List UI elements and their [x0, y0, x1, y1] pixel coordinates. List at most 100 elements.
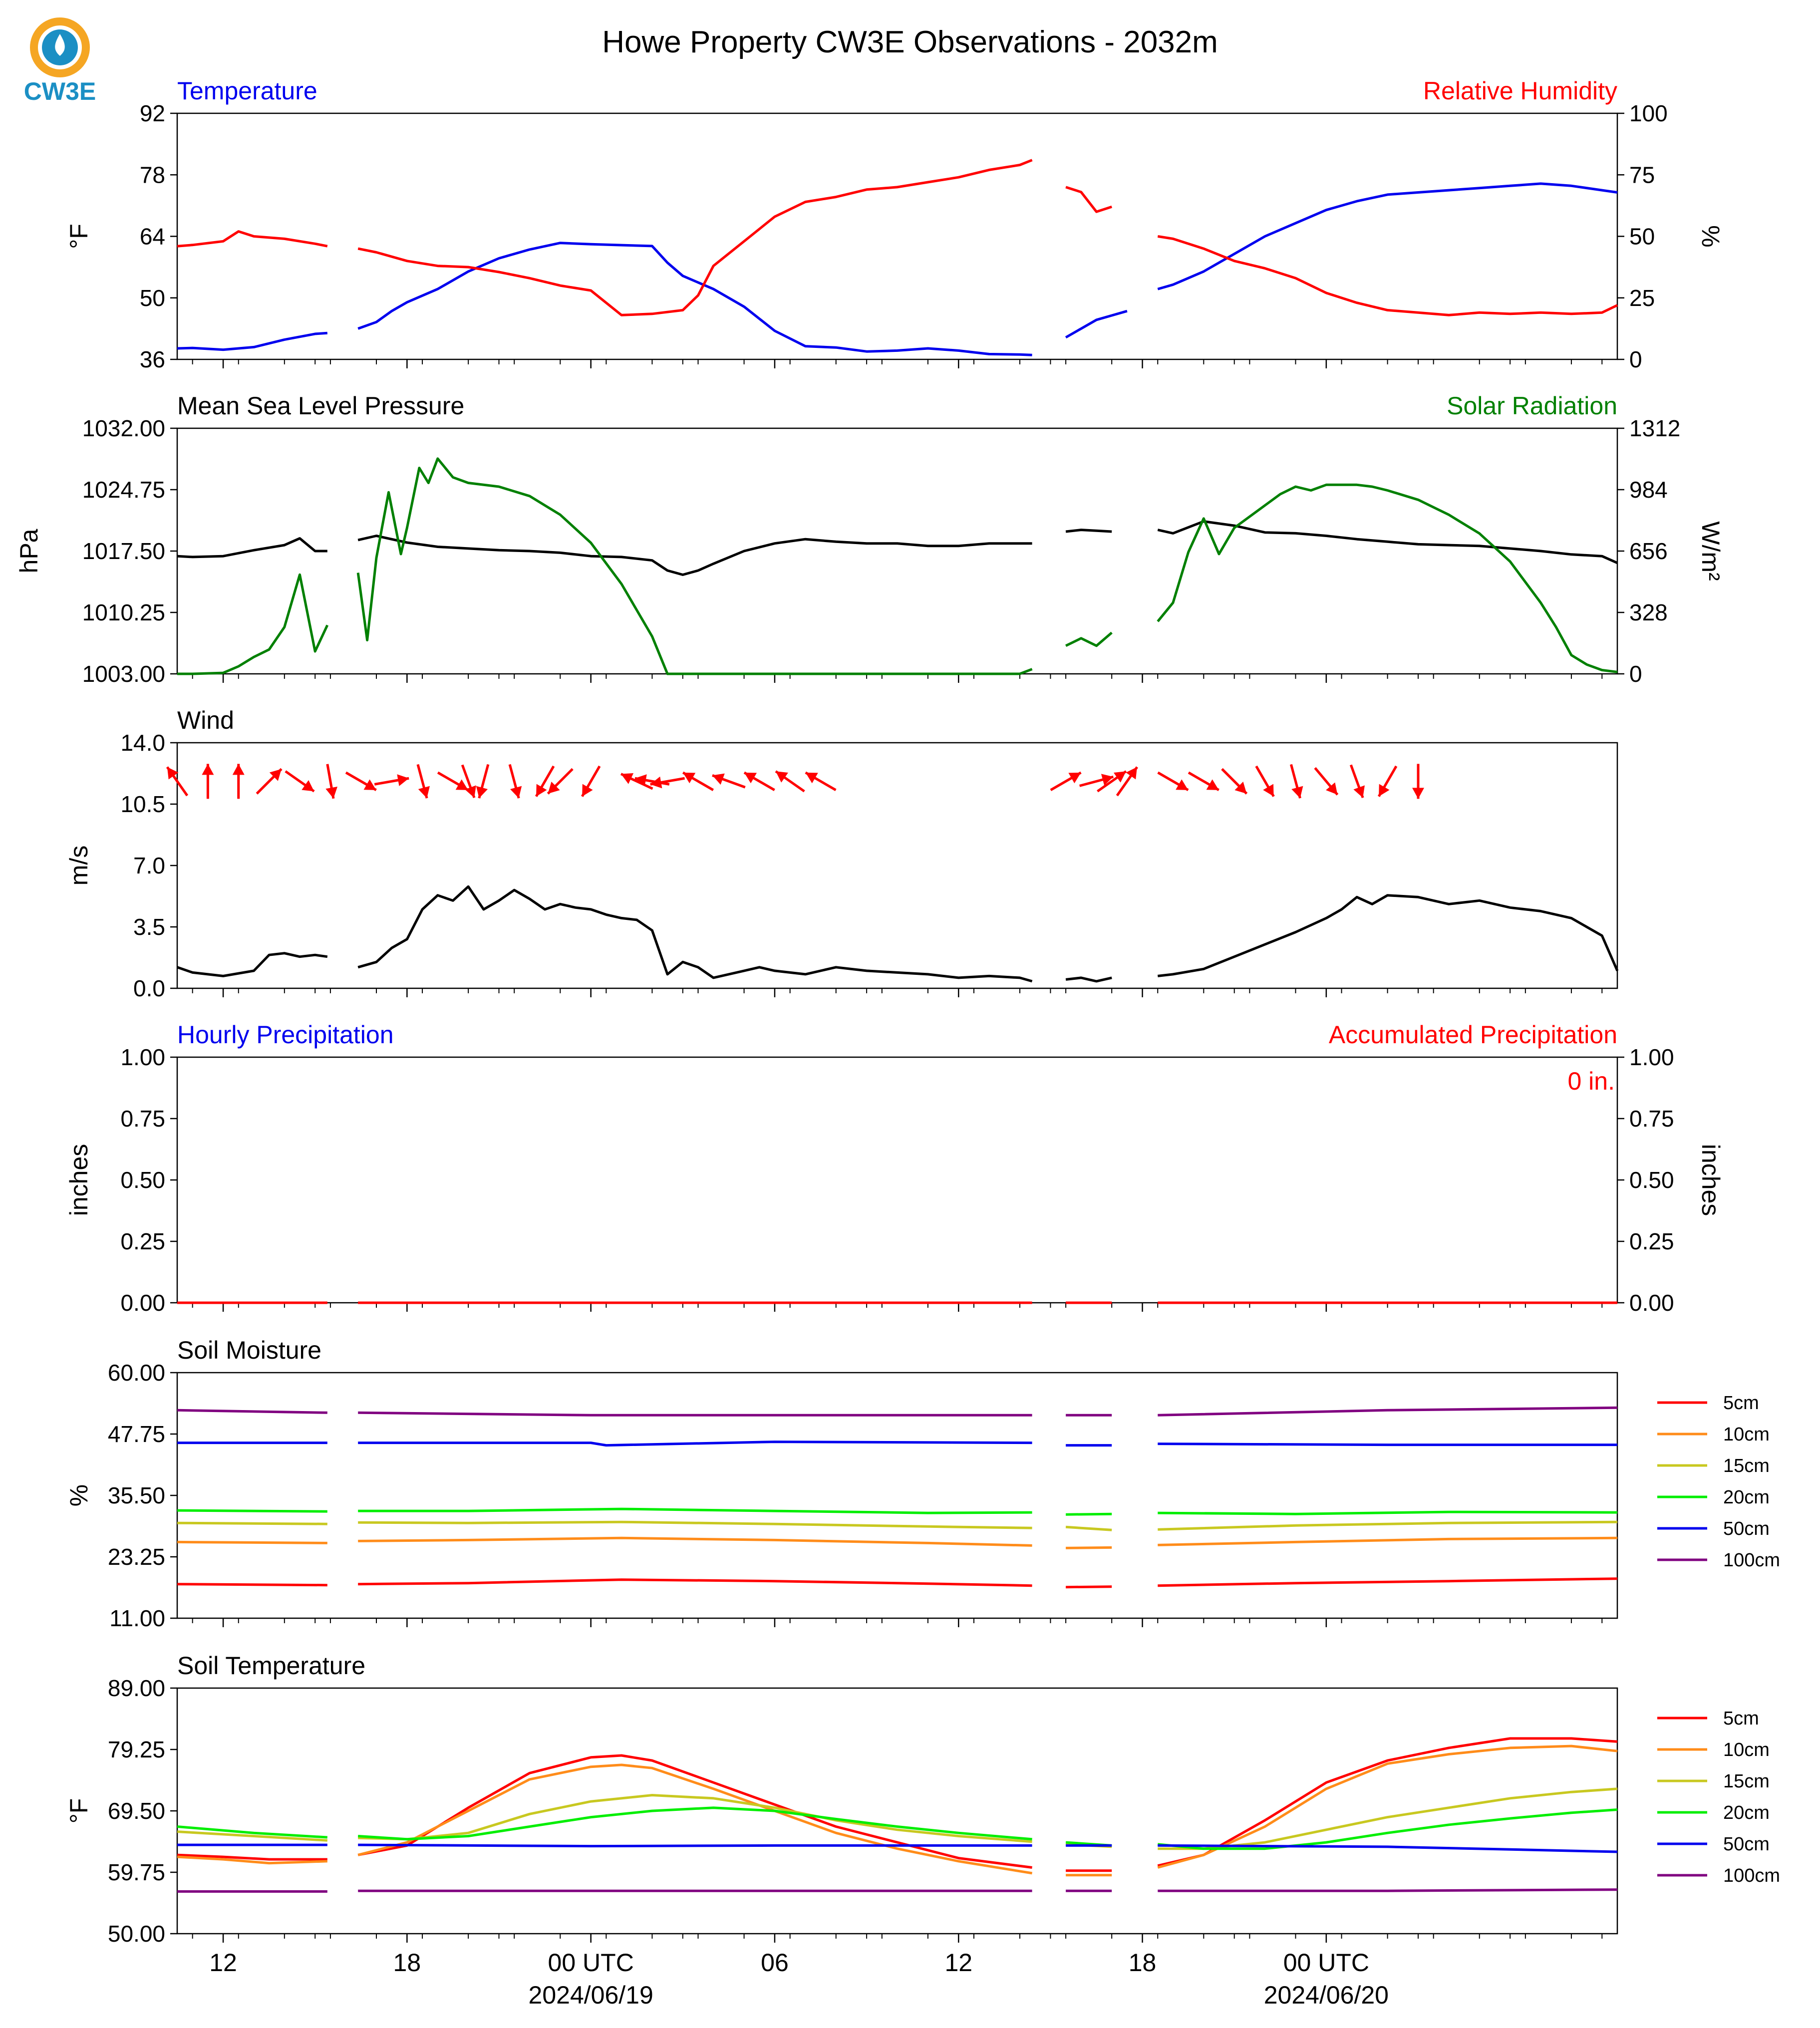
wind-arrow-head — [455, 779, 468, 790]
series-line-segment — [1158, 1577, 1618, 1587]
series-100cm — [177, 1406, 1618, 1417]
x-tick-label: 00 UTC — [1283, 1949, 1369, 1977]
wind-arrow-head — [1113, 771, 1126, 783]
y-tick-label-right: 25 — [1629, 285, 1655, 311]
y-tick-label-left: 79.25 — [108, 1737, 165, 1762]
series-line-segment — [177, 331, 327, 351]
y-axis-label-right: W/m² — [1697, 521, 1725, 580]
legend-label: 50cm — [1723, 1518, 1770, 1539]
wind-arrow-head — [805, 772, 818, 784]
wind-arrow-head — [536, 784, 547, 797]
plot-frame — [176, 1056, 1618, 1304]
plot-frame — [176, 112, 1618, 360]
y-tick-label-left: 1003.00 — [82, 661, 165, 687]
x-tick-label: 18 — [1129, 1949, 1157, 1977]
x-tick-label: 18 — [393, 1949, 421, 1977]
series-line-segment — [356, 457, 1033, 675]
x-date-label: 2024/06/19 — [529, 1981, 653, 2009]
series-line-segment — [1066, 1546, 1112, 1549]
legend-label: 100cm — [1723, 1550, 1780, 1571]
legend-label: 100cm — [1723, 1865, 1780, 1886]
wind-arrows — [166, 764, 1425, 799]
y-tick-label-right: 656 — [1629, 538, 1668, 564]
y-tick-label-left: 10.5 — [120, 791, 165, 817]
y-tick-label-left: 1024.75 — [82, 477, 165, 503]
wind-arrow-head — [269, 769, 282, 781]
y-tick-label-right: 0 — [1629, 661, 1642, 687]
wind-arrow-head — [1263, 784, 1274, 797]
series-15cm — [177, 1787, 1618, 1850]
y-tick-label-left: 36 — [140, 346, 165, 372]
series-solar-radiation — [177, 457, 1618, 675]
wind-arrow-head — [232, 764, 245, 775]
y-axis-label-left: °F — [65, 1798, 93, 1824]
series-line-segment — [1158, 1520, 1618, 1531]
wind-arrow-head — [744, 772, 757, 784]
series-line-segment — [1157, 1737, 1618, 1867]
series-line-segment — [358, 1794, 1032, 1843]
wind-arrow-head — [476, 786, 488, 799]
wind-arrow-head — [202, 764, 214, 775]
x-date-label: 2024/06/20 — [1264, 1981, 1389, 2009]
series-line-segment — [177, 1855, 327, 1865]
wind-arrow-head — [1068, 772, 1081, 784]
series-line-segment — [1158, 1406, 1618, 1417]
series-line-segment — [1158, 1888, 1618, 1892]
y-tick-label-right: 0.75 — [1629, 1106, 1674, 1132]
y-axis-label-left: inches — [65, 1144, 93, 1216]
y-tick-label-right: 984 — [1629, 477, 1668, 503]
wind-arrow-head — [1101, 774, 1114, 786]
series-line-segment — [1158, 1808, 1618, 1850]
y-tick-label-right: 75 — [1629, 162, 1655, 188]
y-axis-label-left: hPa — [15, 529, 43, 573]
wind-arrow-head — [1412, 788, 1425, 799]
wind-arrow-head — [465, 785, 476, 798]
wind-arrow-head — [1326, 782, 1338, 795]
wind-arrow-head — [775, 771, 788, 783]
y-tick-label-right: 0.50 — [1629, 1167, 1674, 1193]
legend: 5cm 10cm 15cm 20cm 50cm 100cm — [1657, 1393, 1780, 1571]
series-temperature — [177, 182, 1618, 356]
series-line-segment — [177, 537, 327, 559]
series-line-segment — [177, 1825, 327, 1839]
series-50cm — [177, 1441, 1617, 1447]
series-20cm — [177, 1507, 1618, 1516]
panel-soil_temperature: 50.00 59.75 69.50 79.25 89.00 Soil Temperatur… — [65, 1652, 1780, 2009]
y-axis-label-left: °F — [65, 224, 93, 249]
y-tick-label-left: 14.0 — [120, 730, 165, 756]
wind-arrow-head — [683, 772, 696, 784]
series-mean-sea-level-pressure — [177, 520, 1618, 576]
series-relative-humidity — [177, 159, 1618, 316]
panel-soil_moisture: 11.00 23.25 35.50 47.75 60.00 Soil Moisture% 5… — [65, 1336, 1780, 1631]
series-line-segment — [177, 1509, 327, 1513]
wind-arrow-head — [510, 786, 522, 799]
series-line-segment — [357, 242, 1032, 356]
legend-label: 15cm — [1723, 1455, 1770, 1476]
cw3e-logo: CW3E — [24, 17, 96, 105]
y-axis-label-left: % — [65, 1484, 93, 1506]
series-20cm — [177, 1806, 1618, 1850]
legend-label: 15cm — [1723, 1771, 1770, 1792]
y-tick-label-left: 0.0 — [133, 975, 165, 1001]
plot-frame — [176, 427, 1618, 675]
series-wind-speed — [177, 885, 1619, 983]
y-tick-label-right: 0.25 — [1629, 1228, 1674, 1254]
series-line-segment — [357, 159, 1033, 316]
wind-arrow-head — [1353, 785, 1365, 798]
series-line-segment — [1157, 235, 1618, 316]
y-tick-label-left: 1017.50 — [82, 538, 165, 564]
wind-arrow-head — [1126, 767, 1137, 780]
x-tick-label: 12 — [209, 1949, 237, 1977]
series-line-segment — [358, 1520, 1032, 1529]
plot-frame — [176, 742, 1618, 989]
series-line-segment — [1065, 1525, 1112, 1531]
wind-arrow-head — [167, 767, 179, 780]
panel-right-title: Accumulated Precipitation — [1329, 1021, 1617, 1049]
wind-arrow-head — [397, 774, 409, 786]
panels: 36 50 64 78 92 0 25 50 75 100 Temperature Relative … — [15, 77, 1780, 2009]
panel-pressure_solar: 1003.00 1010.25 1017.50 1024.75 1032.00 0 328 6… — [15, 392, 1725, 687]
logo-outer-ring — [30, 17, 90, 77]
series-15cm — [177, 1520, 1618, 1531]
series-line-segment — [357, 1763, 1033, 1875]
y-tick-label-left: 89.00 — [108, 1675, 165, 1701]
